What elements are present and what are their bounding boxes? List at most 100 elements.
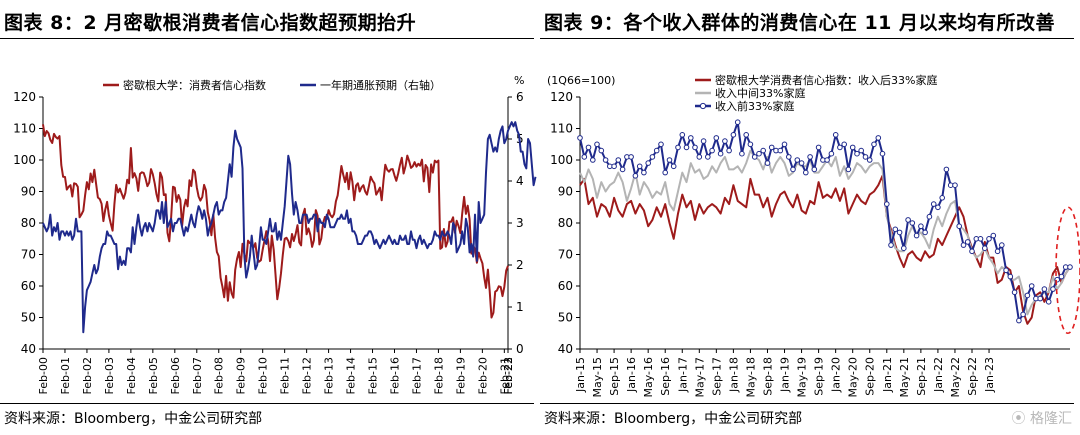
data-point xyxy=(641,169,647,176)
source-note: 资料来源：Bloomberg，中金公司研究部 xyxy=(544,411,803,427)
data-point xyxy=(994,248,1001,255)
data-point xyxy=(649,154,656,160)
y-tick-label: 100 xyxy=(13,153,36,167)
x-tick-label: Feb-14 xyxy=(345,357,358,394)
data-point xyxy=(1058,273,1065,280)
data-point xyxy=(811,166,818,173)
data-point xyxy=(1067,264,1073,270)
data-point xyxy=(1028,283,1035,289)
data-point xyxy=(581,154,588,160)
data-point xyxy=(969,248,975,255)
data-point xyxy=(675,144,681,151)
data-point xyxy=(918,223,924,229)
title-divider xyxy=(540,38,1074,39)
x-tick-label: Feb-03 xyxy=(103,357,116,394)
x-tick-label: Sep-21 xyxy=(915,357,928,396)
x-tick-label: Jan-18 xyxy=(727,357,740,393)
data-point xyxy=(739,150,745,157)
x-tick-label: Feb-07 xyxy=(191,357,204,394)
x-tick-label: May-15 xyxy=(591,357,604,398)
data-point xyxy=(760,147,766,154)
data-point xyxy=(905,217,911,223)
x-tick-label: Feb-19 xyxy=(454,357,467,394)
series-line-consumer-sentiment xyxy=(42,124,509,319)
x-tick-label: Jan-17 xyxy=(676,357,689,393)
data-point xyxy=(922,229,928,236)
data-point xyxy=(786,154,792,160)
y-tick-label: 70 xyxy=(21,248,36,262)
data-point xyxy=(845,166,852,173)
x-tick-label: Feb-13 xyxy=(323,357,336,394)
series-line-top-33 xyxy=(579,121,1070,322)
data-point xyxy=(1041,286,1048,292)
y-tick-label: 80 xyxy=(558,216,573,230)
source-divider xyxy=(540,403,1074,404)
y-tick-label: 50 xyxy=(558,311,573,325)
data-point xyxy=(781,141,788,148)
data-point xyxy=(653,147,660,154)
x-tick-label: Feb-18 xyxy=(432,357,445,394)
x-tick-label: Feb-05 xyxy=(147,357,160,394)
data-point xyxy=(807,154,813,160)
data-point xyxy=(1020,311,1026,318)
data-point xyxy=(884,201,890,207)
highlight-ellipse xyxy=(1055,206,1080,335)
x-tick-label: Feb-23 xyxy=(502,357,515,394)
y-tick-label: 70 xyxy=(558,248,573,262)
data-point xyxy=(598,147,605,154)
data-point xyxy=(636,163,643,170)
x-tick-label: Feb-15 xyxy=(367,357,380,394)
x-tick-label: May-17 xyxy=(693,357,706,398)
data-point xyxy=(832,132,839,138)
x-tick-label: Sep-15 xyxy=(608,357,621,396)
unit-label: (1Q66=100) xyxy=(547,74,615,87)
y2-tick-label: 1 xyxy=(516,300,524,314)
data-point xyxy=(815,144,822,151)
source-divider xyxy=(0,403,534,404)
y-tick-label: 120 xyxy=(13,90,36,104)
data-point xyxy=(892,226,899,233)
watermark-text: 格隆汇 xyxy=(1030,411,1072,427)
y2-tick-label: 2 xyxy=(516,258,524,272)
x-tick-label: Feb-01 xyxy=(59,357,72,394)
y-tick-label: 100 xyxy=(550,153,573,167)
y-tick-label: 40 xyxy=(558,342,573,356)
data-point xyxy=(828,150,835,157)
data-point xyxy=(658,141,664,148)
y-tick-label: 90 xyxy=(558,185,573,199)
data-point xyxy=(666,157,673,163)
data-point xyxy=(696,154,703,160)
data-point xyxy=(692,144,698,151)
data-point xyxy=(611,163,617,170)
data-point xyxy=(764,160,771,166)
data-point xyxy=(1011,289,1018,296)
series-line-inflation-expectation xyxy=(42,121,537,334)
data-point xyxy=(730,132,737,138)
y-tick-label: 50 xyxy=(21,311,36,325)
legend-label: 收入前33%家庭 xyxy=(715,99,794,113)
x-tick-label: May-21 xyxy=(898,357,911,398)
data-point xyxy=(705,154,711,160)
data-point xyxy=(841,141,848,148)
x-tick-label: Sep-22 xyxy=(966,357,979,396)
data-point xyxy=(977,236,984,242)
data-point xyxy=(858,147,865,154)
data-point xyxy=(939,195,946,201)
data-point xyxy=(849,144,856,151)
x-tick-label: Feb-08 xyxy=(213,357,226,394)
series-line-middle-33 xyxy=(579,149,1071,316)
x-tick-label: Jan-20 xyxy=(830,357,843,393)
x-tick-label: Sep-18 xyxy=(761,357,774,396)
y-tick-label: 60 xyxy=(21,279,36,293)
data-point xyxy=(1037,295,1044,302)
x-tick-label: Feb-02 xyxy=(81,357,94,394)
data-point xyxy=(734,119,741,125)
x-tick-label: Jan-16 xyxy=(625,357,638,393)
data-point xyxy=(837,144,843,151)
x-tick-label: Sep-16 xyxy=(659,357,672,396)
legend-marker xyxy=(699,102,707,110)
data-point xyxy=(879,150,886,157)
x-tick-label: Jan-19 xyxy=(779,357,792,393)
x-tick-label: May-18 xyxy=(744,357,757,398)
